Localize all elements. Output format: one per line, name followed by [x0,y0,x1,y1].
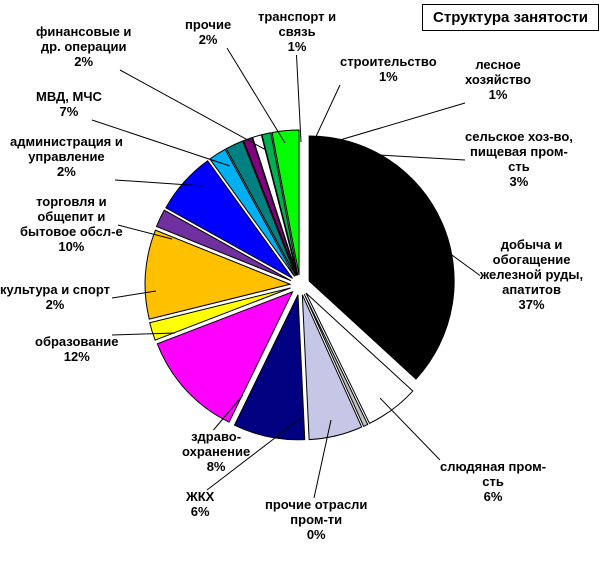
leader-construction [313,85,340,143]
label-mining: добыча и обогащение железной руды, апати… [480,238,583,313]
label-other: прочие 2% [185,18,231,48]
label-agri: сельское хоз-во, пищевая пром- сть 3% [465,130,573,190]
label-finance: финансовые и др. операции 2% [36,25,131,70]
label-other_ind: прочие отрасли пром-ти 0% [265,498,367,543]
leader-forestry [323,103,465,145]
employment-pie-chart: Структура занятости добыча и обогащение … [0,0,605,556]
label-mica: слюдяная пром- сть 6% [440,460,546,505]
label-education: образование 12% [35,335,119,365]
label-admin: администрация и управление 2% [10,135,123,180]
label-trade: торговля и общепит и бытовое обсл-е 10% [20,195,123,255]
label-culture: культура и спорт 2% [0,283,110,313]
label-zhkh: ЖКХ 6% [186,490,214,520]
leader-finance [120,70,266,150]
label-forestry: лесное хозяйство 1% [465,58,531,103]
leader-other [227,48,285,143]
chart-title: Структура занятости [422,4,599,31]
leader-mica [380,398,440,460]
label-health: здраво- охранение 8% [182,430,250,475]
label-mvd: МВД, МЧС 7% [36,90,102,120]
label-construction: строительство 1% [340,55,437,85]
label-transport: транспорт и связь 1% [258,10,336,55]
leader-transport [297,55,302,142]
